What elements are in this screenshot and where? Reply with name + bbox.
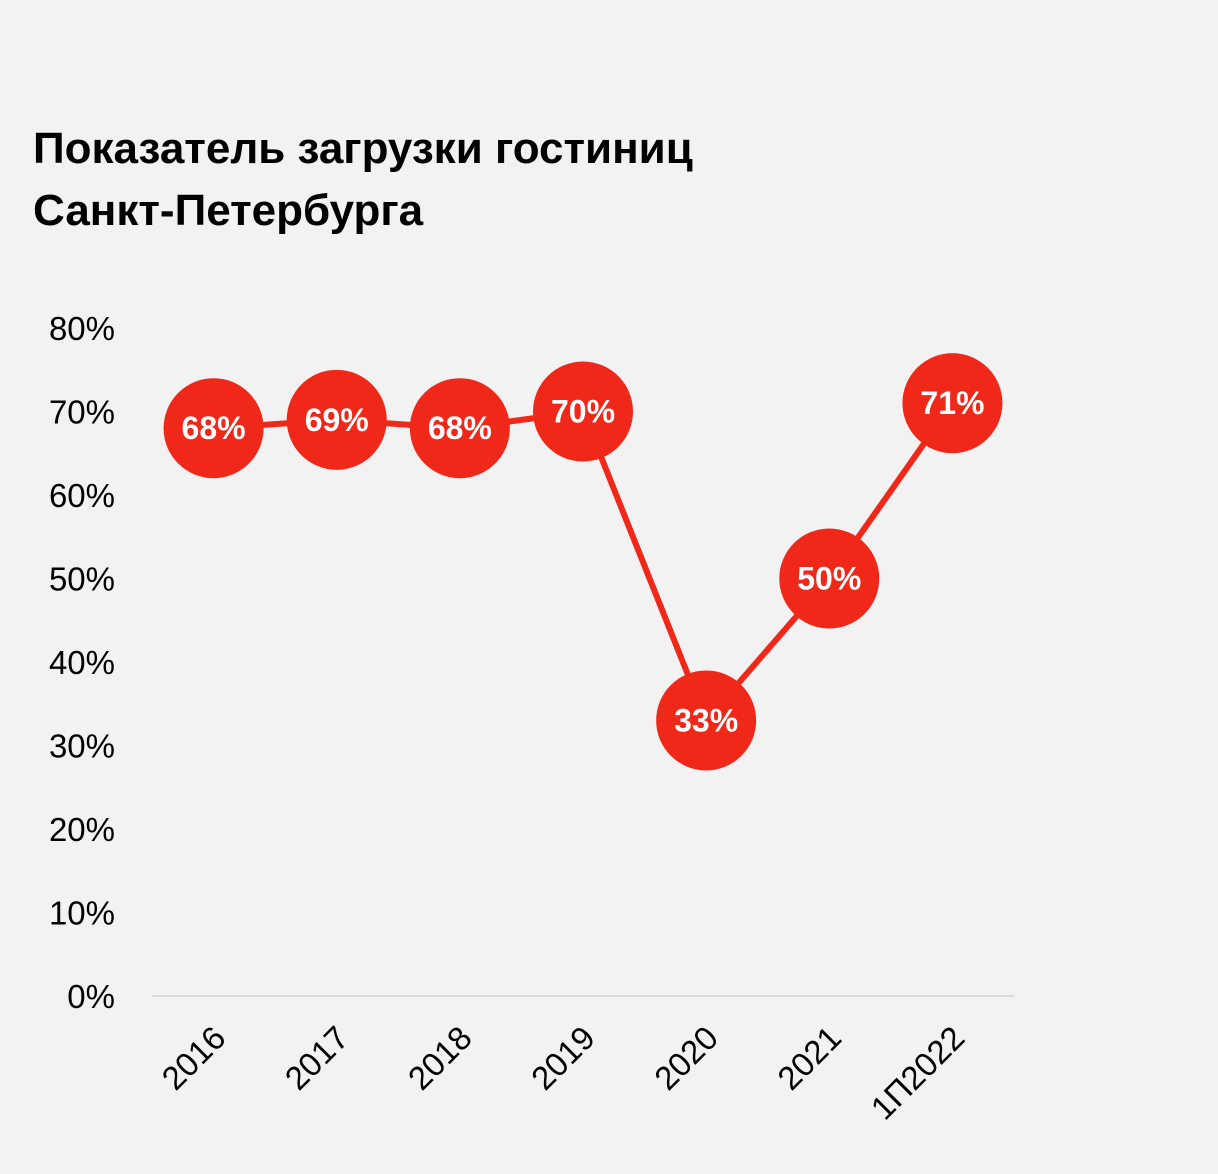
data-label: 50% xyxy=(797,561,861,597)
x-axis: 2016 2017 2018 2019 2020 2021 1П2022 xyxy=(154,1019,971,1127)
x-tick-label: 1П2022 xyxy=(864,1019,972,1127)
y-tick-label: 80% xyxy=(49,310,115,347)
chart-title-line-1: Показатель загрузки гостиниц xyxy=(33,124,693,173)
x-tick-label: 2019 xyxy=(524,1019,602,1097)
x-tick-label: 2017 xyxy=(278,1019,356,1097)
y-tick-label: 30% xyxy=(49,728,115,765)
data-label: 71% xyxy=(920,385,984,421)
data-point xyxy=(163,378,264,479)
data-point xyxy=(779,528,880,629)
x-tick-label: 2018 xyxy=(401,1019,479,1097)
x-tick-label: 2021 xyxy=(770,1019,848,1097)
y-tick-label: 60% xyxy=(49,477,115,514)
chart-title-line-2: Санкт-Петербурга xyxy=(33,186,424,235)
data-label: 68% xyxy=(428,410,492,446)
y-tick-label: 70% xyxy=(49,394,115,431)
y-tick-label: 40% xyxy=(49,644,115,681)
x-tick-label: 2016 xyxy=(154,1019,232,1097)
y-tick-label: 20% xyxy=(49,811,115,848)
y-tick-label: 50% xyxy=(49,561,115,598)
chart-title: Показатель загрузки гостиниц Санкт-Петер… xyxy=(33,118,1033,242)
data-label: 68% xyxy=(182,410,246,446)
series-hotel-occupancy: 68% 69% 68% 70% 33% 50% 71% xyxy=(163,353,1003,771)
data-point xyxy=(656,670,757,771)
data-label: 69% xyxy=(305,402,369,438)
data-label: 33% xyxy=(674,702,738,738)
x-tick-label: 2020 xyxy=(647,1019,725,1097)
y-axis: 0% 10% 20% 30% 40% 50% 60% 70% 80% xyxy=(49,310,115,1015)
data-label: 70% xyxy=(551,394,615,430)
data-point xyxy=(286,369,387,470)
data-point xyxy=(409,378,510,479)
data-point xyxy=(533,361,633,462)
y-tick-label: 0% xyxy=(67,978,115,1015)
y-tick-label: 10% xyxy=(49,895,115,932)
data-point xyxy=(902,353,1003,454)
